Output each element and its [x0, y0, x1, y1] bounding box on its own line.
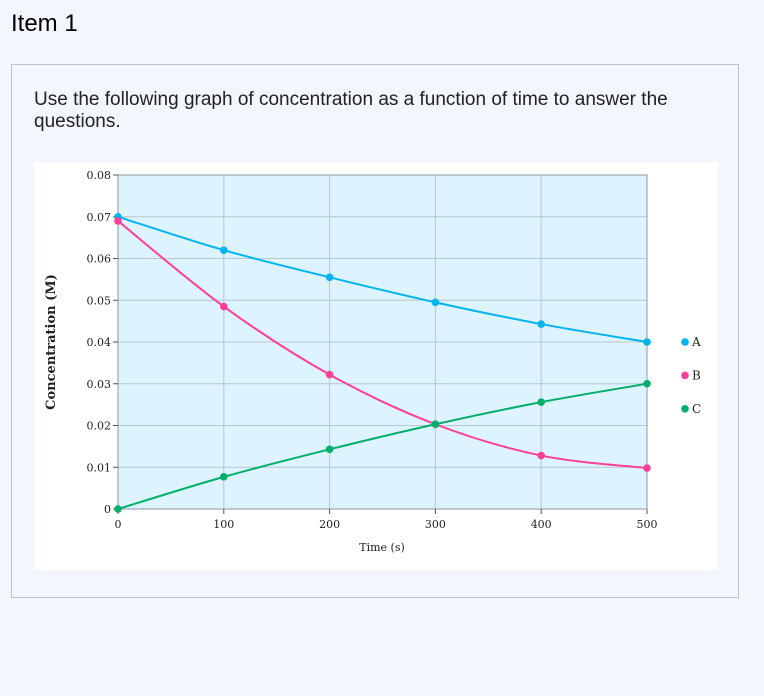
data-point-c [114, 505, 122, 513]
y-tick-label: 0 [104, 503, 111, 516]
x-tick-label: 100 [213, 518, 234, 531]
x-tick-label: 0 [115, 518, 122, 531]
legend-marker-b [681, 371, 689, 380]
data-point-c [325, 445, 334, 454]
data-point-a [325, 273, 334, 282]
legend-marker-c [681, 405, 689, 413]
y-tick-label: 0.02 [87, 420, 112, 433]
data-point-a [537, 320, 545, 328]
data-point-b [114, 217, 122, 225]
legend-marker-a [681, 338, 689, 346]
data-point-a [220, 246, 228, 254]
legend: A B C [681, 335, 701, 416]
data-point-b [325, 370, 334, 379]
series-line-c [117, 382, 648, 510]
legend-label-c: C [692, 402, 701, 416]
question-card: Use the following graph of concentration… [11, 64, 739, 598]
x-tick-label: 400 [531, 518, 552, 531]
data-point-a [643, 338, 651, 346]
series-lines [117, 215, 648, 510]
concentration-time-chart: 0 0.01 0.02 0.03 0.04 0.05 0.06 0.07 0.08 0 100 200… [44, 169, 701, 554]
data-point-b [537, 451, 545, 460]
y-tick-label: 0.06 [87, 253, 112, 266]
data-point-c [220, 473, 228, 481]
chart-panel: 0 0.01 0.02 0.03 0.04 0.05 0.06 0.07 0.08 0 100 200… [34, 162, 718, 570]
data-point-b [643, 464, 651, 472]
y-tick-label: 0.04 [87, 336, 112, 349]
series-points [114, 212, 651, 513]
item-title: Item 1 [11, 10, 78, 37]
legend-label-b: B [692, 368, 701, 382]
tick-labels: 0 0.01 0.02 0.03 0.04 0.05 0.06 0.07 0.08 0 100 200… [87, 169, 658, 531]
x-tick-label: 200 [319, 518, 340, 531]
y-axis-label: Concentration (M) [44, 274, 59, 410]
y-tick-label: 0.07 [87, 211, 112, 224]
x-axis-label: Time (s) [359, 541, 405, 554]
legend-label-a: A [691, 335, 701, 349]
y-tick-label: 0.08 [87, 169, 112, 182]
data-point-b [220, 302, 228, 311]
x-tick-label: 500 [637, 518, 658, 531]
data-point-c [431, 420, 440, 429]
y-tick-label: 0.05 [87, 294, 112, 307]
series-line-b [117, 220, 648, 470]
data-point-c [643, 379, 651, 388]
data-point-c [537, 398, 545, 406]
x-tick-label: 300 [425, 518, 446, 531]
series-line-a [117, 215, 648, 343]
y-tick-label: 0.01 [87, 461, 112, 474]
question-text: Use the following graph of concentration… [34, 89, 668, 132]
data-point-a [431, 298, 440, 307]
y-tick-label: 0.03 [87, 378, 112, 391]
